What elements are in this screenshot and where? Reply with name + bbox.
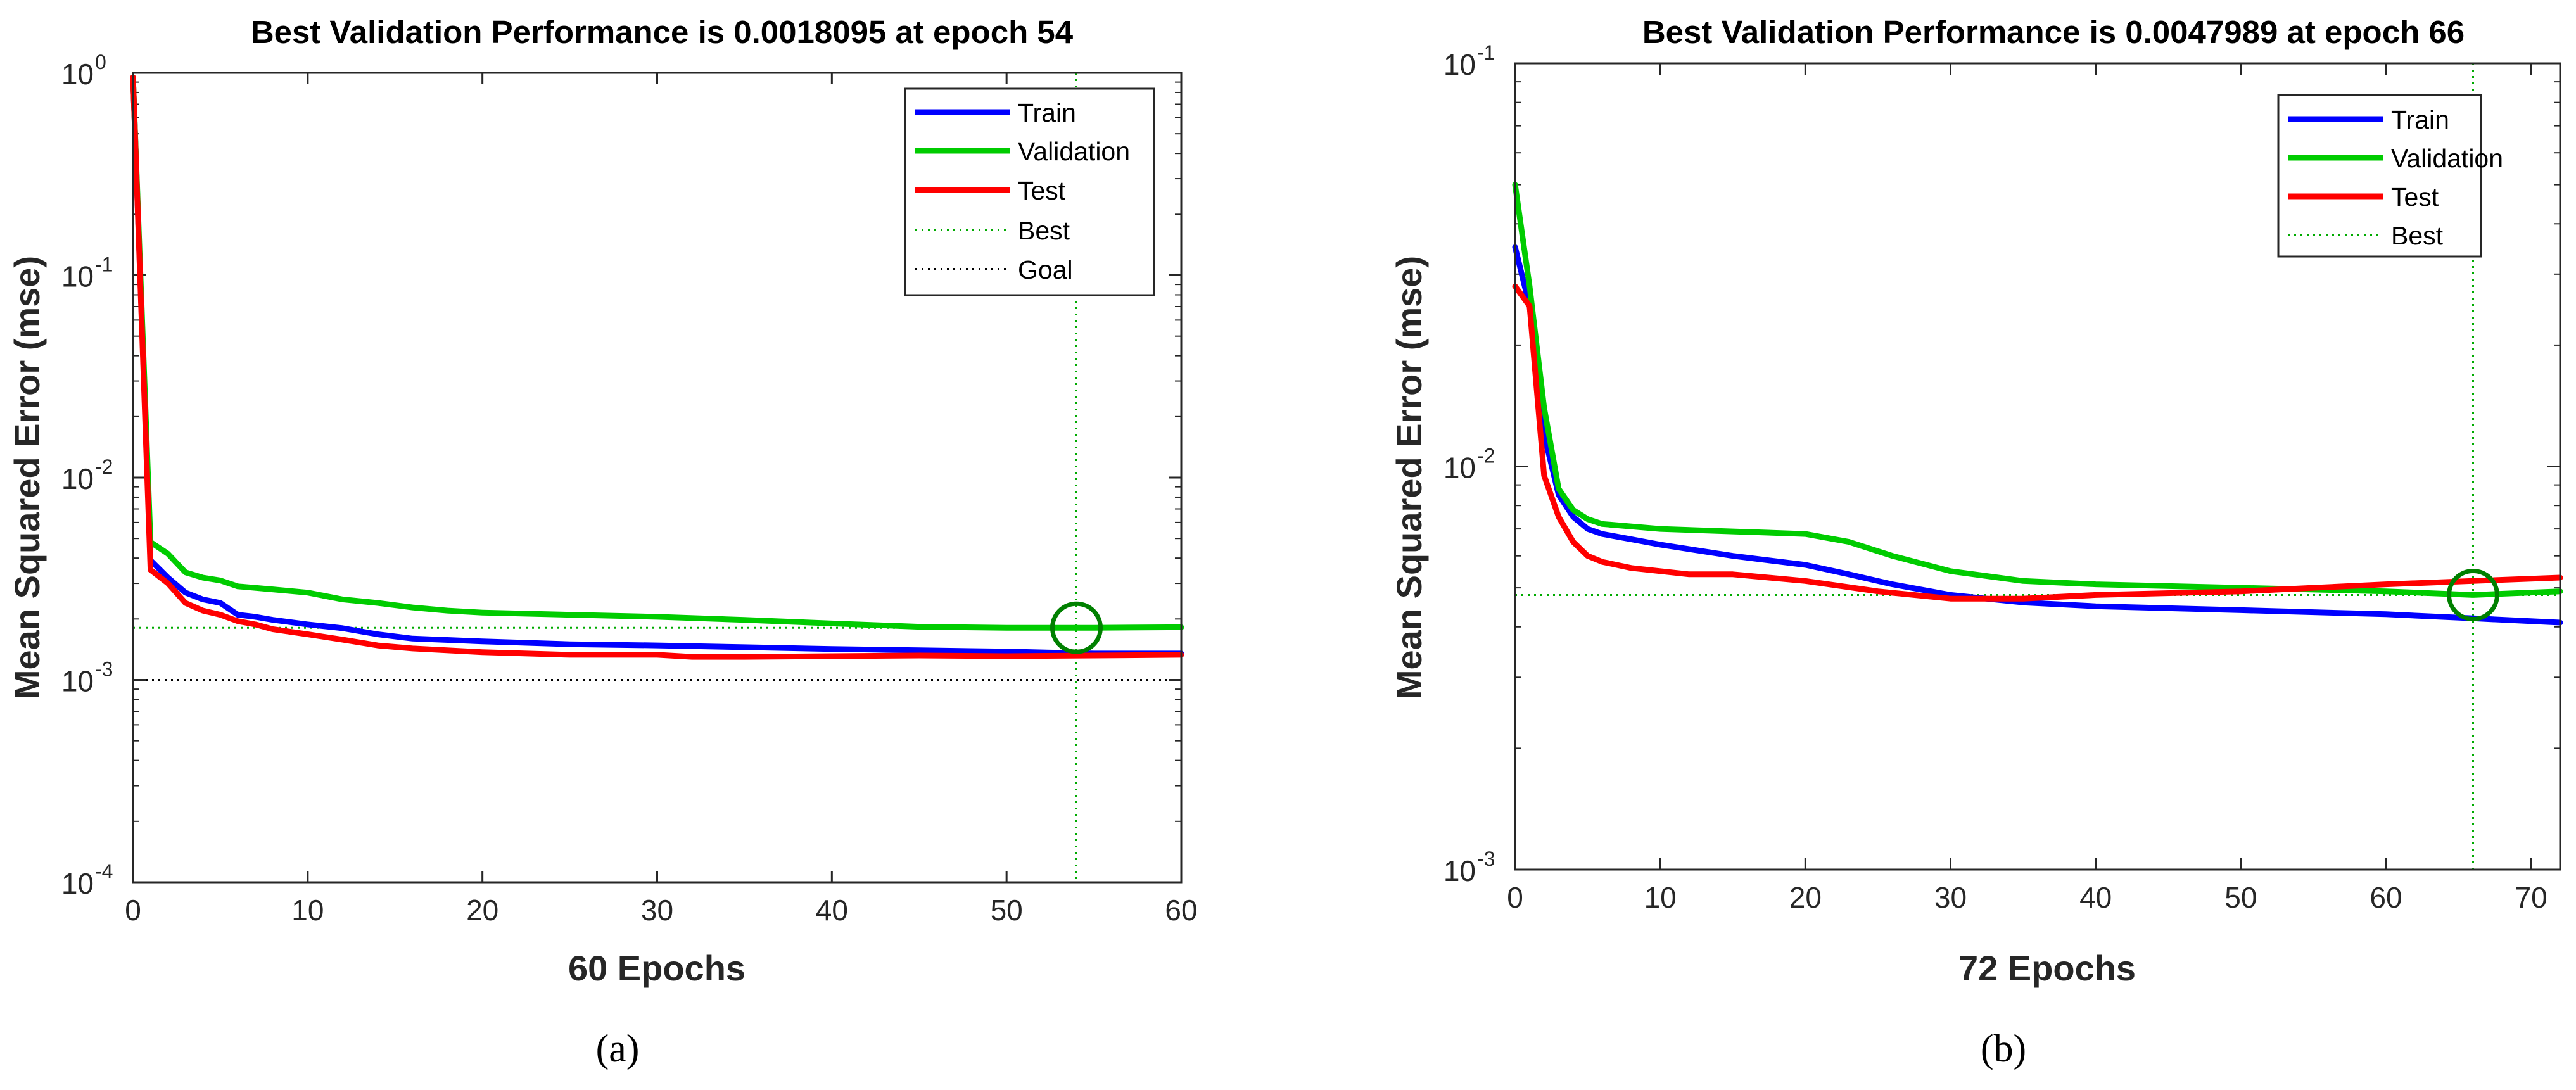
chart-a-legend-test: Test [1018,176,1066,205]
chart-b-title: Best Validation Performance is 0.0047989… [1642,14,2465,50]
chart-b-legend-train: Train [2391,105,2449,134]
chart-a-xlabel: 60 Epochs [568,948,746,988]
chart-b-ytick-exp: -2 [1477,445,1495,467]
chart-a-ytick-label: 10 -3 [61,658,113,698]
chart-b-series-validation [1512,182,2563,598]
chart-b-ytick-base: 10 [1443,452,1476,485]
chart-a-ytick-label: 10 -2 [61,455,113,495]
chart-a-xtick-label: 30 [641,894,673,927]
chart-b-series-test [1512,283,2563,602]
chart-a-series-train [130,74,1184,657]
chart-a-ytick-base: 10 [61,260,94,293]
chart-b-ylabel: Mean Squared Error (mse) [1389,256,1429,699]
chart-a-xtick-label: 0 [125,894,141,927]
chart-a-ylabel: Mean Squared Error (mse) [7,256,47,699]
chart-b-xlabel: 72 Epochs [1958,948,2136,988]
chart-b-ytick-label: 10 -2 [1443,445,1495,485]
chart-a-ytick-exp: -1 [95,253,113,276]
chart-b: Best Validation Performance is 0.0047989… [1389,14,2563,1070]
chart-b-ytick-label: 10 -1 [1443,41,1495,81]
chart-a-ytick-base: 10 [61,462,94,495]
chart-b-xtick-label: 60 [2370,881,2402,914]
chart-a: Best Validation Performance is 0.0018095… [7,14,1198,1070]
chart-a-ytick-label: 10 -4 [61,860,113,900]
chart-a-title: Best Validation Performance is 0.0018095… [251,14,1074,50]
chart-b-ytick-base: 10 [1443,854,1476,887]
chart-b-legend: Train Validation Test Best [2277,94,2503,258]
chart-a-ytick-exp: -3 [95,658,113,681]
chart-b-legend-best: Best [2391,221,2444,250]
chart-a-legend-goal: Goal [1018,255,1073,284]
chart-a-legend: Train Validation Test Best Goal [904,87,1155,296]
chart-b-ytick-exp: -1 [1477,41,1495,64]
chart-b-series-train [1512,244,2563,626]
chart-a-xtick-label: 50 [991,894,1023,927]
chart-a-xtick-label: 20 [466,894,498,927]
chart-a-series-test [130,74,1184,660]
chart-b-xtick-label: 70 [2515,881,2547,914]
chart-a-xtick-label: 10 [291,894,324,927]
chart-b-legend-validation: Validation [2391,144,2503,173]
chart-a-ytick-exp: -4 [95,860,113,883]
chart-b-xtick-label: 0 [1507,881,1523,914]
chart-a-ytick-base: 10 [61,867,94,900]
chart-a-ytick-label: 10 0 [61,51,106,91]
chart-a-xtick-label: 60 [1165,894,1197,927]
chart-b-legend-test: Test [2391,182,2439,212]
chart-b-ytick-label: 10 -3 [1443,847,1495,887]
chart-b-xtick-label: 30 [1934,881,1967,914]
chart-a-ytick-base: 10 [61,665,94,698]
chart-b-ytick-base: 10 [1443,48,1476,81]
chart-b-best-marker [2447,568,2499,621]
chart-a-plot-frame [132,72,1183,884]
chart-a-ytick-label: 10 -1 [61,253,113,293]
chart-a-xtick-label: 40 [816,894,848,927]
chart-b-caption: (b) [1981,1027,2026,1070]
chart-b-xtick-label: 50 [2224,881,2257,914]
chart-a-best-marker [1050,601,1103,654]
chart-a-ytick-exp: 0 [95,51,106,73]
chart-a-series-validation [130,74,1184,631]
chart-a-ytick-base: 10 [61,58,94,91]
chart-a-legend-train: Train [1018,98,1076,127]
chart-b-plot-frame [1514,62,2561,871]
chart-a-caption: (a) [596,1027,640,1070]
chart-b-xtick-label: 10 [1644,881,1677,914]
chart-b-xtick-label: 20 [1789,881,1822,914]
chart-b-ytick-exp: -3 [1477,847,1495,870]
chart-b-xtick-label: 40 [2079,881,2112,914]
chart-a-ytick-exp: -2 [95,455,113,478]
chart-a-legend-best: Best [1018,216,1070,245]
chart-a-legend-validation: Validation [1018,137,1130,166]
